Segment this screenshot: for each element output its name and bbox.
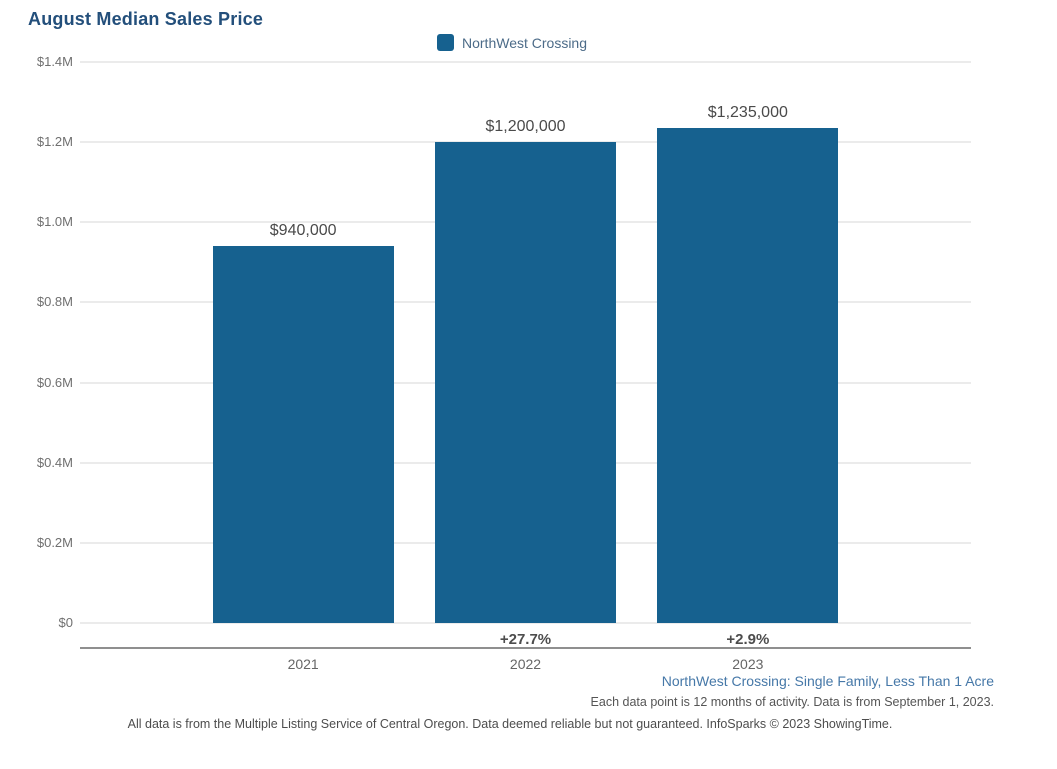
legend-item[interactable]: NorthWest Crossing — [437, 34, 587, 51]
bar-2023[interactable] — [657, 128, 839, 623]
chart-title: August Median Sales Price — [28, 9, 264, 29]
y-axis-tick-label: $0.4M — [36, 454, 73, 470]
gridline — [80, 622, 971, 624]
bar-2021[interactable] — [212, 246, 394, 623]
y-axis-tick-label: $1.4M — [36, 54, 73, 69]
legend-swatch-icon — [437, 34, 454, 51]
bar-value-label: $1,235,000 — [707, 104, 788, 122]
y-axis-tick-label: $0 — [58, 615, 73, 630]
yoy-change-label: +2.9% — [726, 631, 770, 648]
gridline — [80, 61, 971, 63]
y-axis-tick-label: $1.0M — [36, 214, 73, 230]
x-axis-category-label: 2021 — [287, 656, 319, 672]
footer-disclaimer: All data is from the Multiple Listing Se… — [127, 717, 893, 731]
y-axis-tick-label: $0.2M — [36, 534, 73, 550]
y-axis-tick-label: $0.6M — [36, 374, 73, 390]
yoy-change-label: +27.7% — [499, 631, 552, 648]
y-axis-tick-label: $0.8M — [36, 294, 73, 310]
series-subtitle: NorthWest Crossing: Single Family, Less … — [661, 673, 994, 689]
bar-value-label: $1,200,000 — [485, 118, 566, 136]
x-axis-category-label: 2023 — [732, 656, 764, 672]
legend-label: NorthWest Crossing — [462, 34, 588, 51]
bar-value-label: $940,000 — [269, 222, 337, 240]
x-axis-line — [80, 647, 971, 649]
y-axis-tick-label: $1.2M — [36, 134, 73, 150]
bar-2022[interactable] — [435, 142, 616, 623]
x-axis-category-label: 2022 — [509, 656, 542, 672]
data-note: Each data point is 12 months of activity… — [590, 695, 994, 709]
